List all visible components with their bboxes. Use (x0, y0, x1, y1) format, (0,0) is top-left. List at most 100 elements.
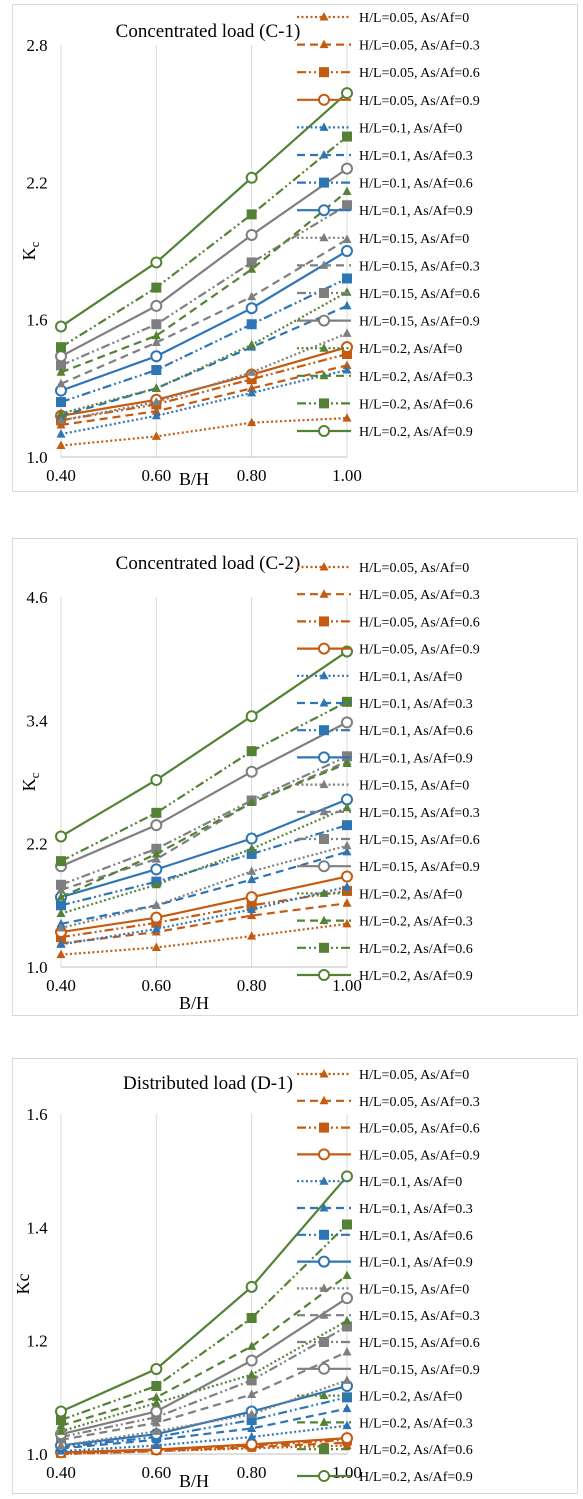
series-line (60, 291, 348, 415)
data-point (55, 1405, 67, 1418)
data-point (151, 879, 161, 889)
data-point (247, 417, 257, 427)
series-line (60, 332, 348, 422)
series-2 (56, 885, 352, 943)
legend-label: H/L=0.2, As/Af=0.9 (359, 425, 473, 440)
legend-label: H/L=0.1, As/Af=0.3 (359, 149, 473, 164)
legend-swatch-marker (319, 1310, 329, 1319)
data-point (56, 949, 66, 959)
series-line (60, 304, 348, 417)
series-line (60, 700, 348, 863)
data-point (342, 300, 352, 310)
series-6 (56, 273, 352, 408)
data-point (151, 365, 162, 376)
series-line (60, 1350, 348, 1441)
data-point (342, 365, 352, 374)
legend-swatch-marker (319, 779, 329, 789)
legend-label: H/L=0.15, As/Af=0.3 (359, 1309, 480, 1324)
chart-title: Distributed load (D-1) (123, 1073, 293, 1094)
data-point (247, 339, 257, 349)
series-line (60, 277, 348, 404)
data-point (245, 891, 258, 904)
series-line (60, 1319, 348, 1433)
data-point (245, 1280, 258, 1293)
data-point (151, 282, 162, 293)
series-12 (56, 1315, 352, 1435)
series-3 (55, 341, 353, 422)
legend-label: H/L=0.1, As/Af=0.9 (359, 1256, 473, 1271)
legend-label: H/L=0.05, As/Af=0 (359, 11, 469, 26)
legend-label: H/L=0.05, As/Af=0.3 (359, 1095, 480, 1110)
data-point (342, 287, 352, 296)
data-point (247, 387, 257, 397)
legend-swatch-marker (319, 150, 329, 159)
data-point (341, 1432, 353, 1445)
data-point (342, 1420, 352, 1430)
series-11 (55, 716, 353, 873)
data-point (151, 337, 161, 347)
data-point (342, 200, 352, 211)
legend-swatch-marker (318, 969, 330, 981)
series-line (60, 1175, 348, 1413)
data-point (247, 1432, 257, 1441)
series-line (60, 346, 348, 417)
data-point (341, 716, 353, 729)
legend-swatch-marker (319, 725, 329, 736)
data-point (247, 1423, 257, 1432)
data-point (341, 1292, 353, 1305)
series-3 (55, 870, 353, 939)
legend-swatch-marker (319, 1337, 329, 1347)
x-tick-label: 0.80 (237, 976, 267, 995)
data-point (151, 807, 162, 818)
legend-swatch-marker (319, 12, 329, 21)
data-point (151, 942, 161, 951)
legend-swatch-marker (319, 39, 329, 49)
data-point (247, 797, 257, 807)
legend-label: H/L=0.05, As/Af=0.6 (359, 66, 480, 81)
series-0 (56, 413, 352, 450)
data-point (246, 1313, 257, 1323)
data-point (247, 904, 257, 913)
series-line (60, 762, 348, 899)
data-point (56, 892, 66, 901)
data-point (246, 746, 257, 757)
x-tick-label: 1.00 (332, 1463, 362, 1482)
x-axis-title: B/H (179, 469, 209, 489)
data-point (150, 911, 163, 924)
series-line (60, 889, 348, 939)
y-tick-label: 4.6 (26, 588, 47, 607)
data-point (56, 408, 66, 418)
data-point (151, 848, 161, 858)
data-point (56, 922, 66, 932)
series-line (60, 885, 348, 946)
series-line (60, 902, 348, 945)
series-13 (56, 1270, 352, 1430)
data-point (151, 1398, 161, 1407)
y-tick-label: 1.6 (26, 311, 47, 330)
legend-label: H/L=0.2, As/Af=0 (359, 887, 462, 902)
legend-swatch-marker (319, 398, 329, 409)
legend-swatch-marker (318, 1255, 330, 1268)
series-line (60, 1424, 348, 1453)
x-tick-label: 0.60 (141, 1463, 171, 1482)
data-point (151, 854, 161, 863)
legend-label: H/L=0.2, As/Af=0 (359, 1390, 462, 1405)
y-axis-title-main: K (19, 778, 39, 791)
y-tick-label: 2.2 (26, 835, 47, 854)
data-point (247, 367, 257, 376)
series-line (60, 1441, 348, 1456)
y-tick-label: 1.6 (26, 1105, 47, 1124)
legend-label: H/L=0.05, As/Af=0.6 (359, 1122, 480, 1137)
legend-label: H/L=0.1, As/Af=0 (359, 670, 462, 685)
data-point (151, 1392, 161, 1401)
data-point (150, 299, 163, 312)
data-point (247, 843, 257, 853)
legend-label: H/L=0.15, As/Af=0.9 (359, 315, 480, 330)
series-1 (56, 898, 352, 947)
legend-swatch-marker (318, 860, 330, 873)
series-line (60, 1297, 348, 1436)
data-point (247, 910, 257, 920)
x-tick-label: 0.60 (141, 976, 171, 995)
x-tick-label: 0.40 (46, 466, 76, 485)
series-line (60, 364, 348, 427)
